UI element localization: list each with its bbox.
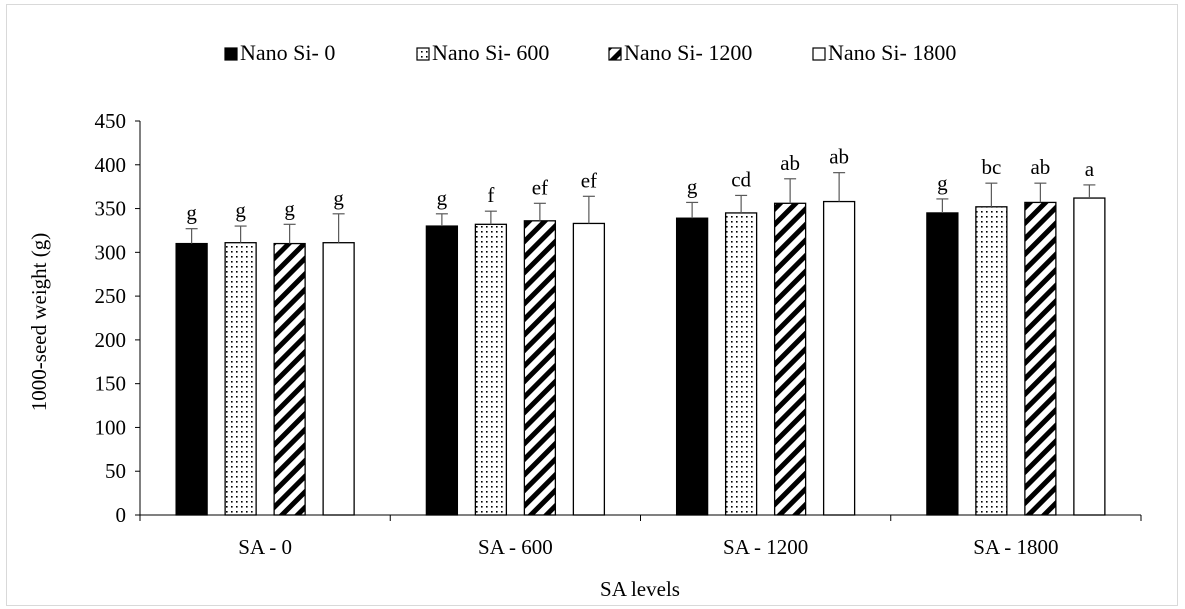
x-tick-label: SA - 0 [238, 535, 292, 559]
legend-swatch [224, 47, 238, 61]
bar [724, 212, 758, 516]
bar [474, 223, 508, 516]
bar [175, 242, 208, 516]
significance-label: g [937, 171, 948, 195]
y-tick-label: 250 [95, 284, 127, 308]
y-tick-label: 0 [116, 503, 127, 527]
bar-series: g g g g g f ef ef g cd ab ab g bc ab a [175, 145, 1106, 516]
legend: Nano Si- 0 Nano Si- 600 Nano Si- 1200 Nano … [224, 40, 956, 65]
significance-label: g [235, 198, 246, 222]
x-tick-label: SA - 1200 [723, 535, 808, 559]
x-axis: SA - 0 SA - 600 SA - 1200 SA - 1800 [139, 514, 1142, 559]
x-tick-label: SA - 600 [478, 535, 553, 559]
x-axis-title: SA levels [600, 577, 680, 601]
significance-label: cd [731, 167, 751, 191]
legend-label: Nano Si- 1800 [828, 40, 956, 65]
significance-label: f [487, 183, 494, 207]
legend-label: Nano Si- 1200 [624, 40, 752, 65]
significance-label: a [1085, 157, 1095, 181]
significance-label: ab [1030, 155, 1050, 179]
legend-swatch [812, 47, 826, 61]
significance-label: g [437, 186, 448, 210]
y-tick-label: 400 [95, 153, 127, 177]
bar [822, 200, 856, 516]
significance-label: g [333, 186, 344, 210]
y-tick-label: 100 [95, 415, 127, 439]
y-tick-label: 450 [95, 109, 127, 133]
bar [322, 242, 355, 516]
significance-label: g [687, 174, 698, 198]
bar [425, 225, 459, 516]
significance-label: g [284, 196, 295, 220]
significance-label: g [186, 201, 197, 225]
y-axis-title: 1000-seed weight (g) [27, 233, 51, 411]
bar [1024, 201, 1057, 516]
significance-label: ab [780, 151, 800, 175]
y-tick-label: 200 [95, 328, 127, 352]
legend-label: Nano Si- 600 [432, 40, 549, 65]
y-tick-label: 350 [95, 197, 127, 221]
significance-label: ab [829, 145, 849, 169]
bar [675, 217, 709, 516]
significance-label: bc [981, 155, 1001, 179]
bar [926, 212, 959, 516]
bar [224, 242, 257, 516]
x-tick-label: SA - 1800 [973, 535, 1058, 559]
legend-swatch [416, 47, 430, 61]
legend-label: Nano Si- 0 [240, 40, 335, 65]
legend-swatch [608, 47, 622, 61]
y-tick-label: 150 [95, 372, 127, 396]
bar [1073, 197, 1106, 516]
bar [975, 206, 1008, 516]
y-tick-label: 50 [105, 459, 126, 483]
bar [572, 222, 606, 516]
bar [773, 202, 807, 516]
bar [273, 242, 306, 516]
y-axis: 0 50 100 150 200 250 300 350 400 450 [95, 109, 141, 527]
y-tick-label: 300 [95, 240, 127, 264]
significance-label: ef [532, 175, 548, 199]
bar [523, 220, 557, 516]
significance-label: ef [581, 168, 597, 192]
